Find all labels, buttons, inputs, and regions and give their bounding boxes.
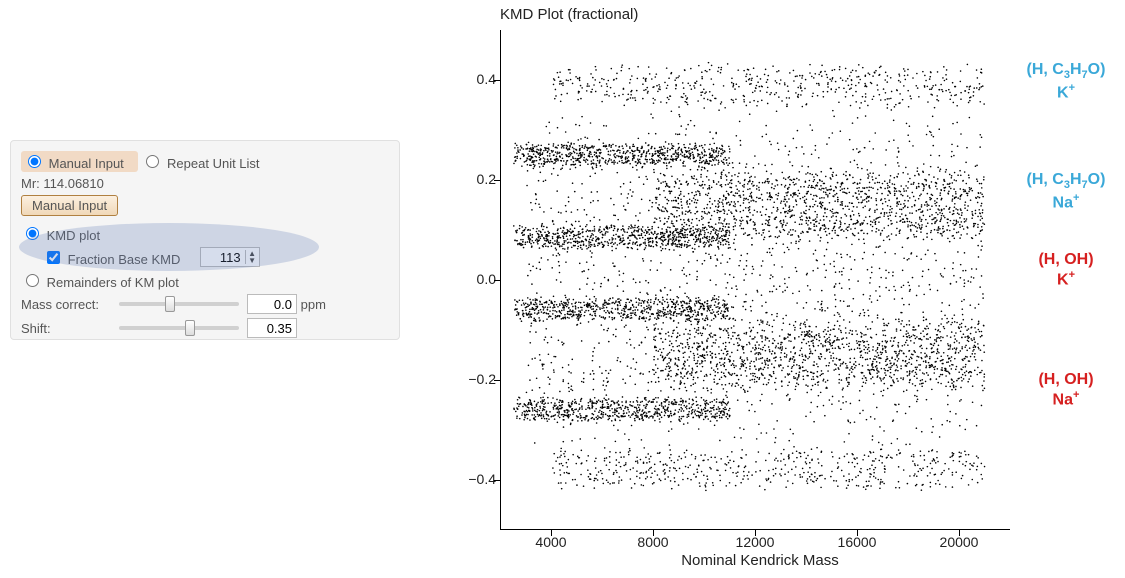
manual-input-highlight: Manual Input bbox=[21, 151, 138, 172]
shift-label: Shift: bbox=[21, 321, 111, 336]
input-mode-row: Manual Input Repeat Unit List bbox=[21, 151, 389, 172]
kmd-plot-row: KMD plot bbox=[21, 224, 389, 243]
kmd-plot-radio-text: KMD plot bbox=[47, 228, 100, 243]
spinner-down-icon[interactable]: ▼ bbox=[246, 257, 259, 264]
x-tick-mark bbox=[857, 530, 858, 536]
fraction-base-text: Fraction Base KMD bbox=[68, 252, 181, 267]
mass-correct-slider[interactable] bbox=[119, 302, 239, 306]
mass-correct-thumb[interactable] bbox=[165, 296, 175, 312]
kmd-plot-radio-label[interactable]: KMD plot bbox=[21, 224, 100, 243]
scatter-plot bbox=[501, 30, 1010, 529]
manual-input-btn-row: Manual Input bbox=[21, 195, 389, 216]
x-tick-mark bbox=[653, 530, 654, 536]
y-tick-mark bbox=[494, 280, 500, 281]
fraction-base-checkbox[interactable] bbox=[47, 251, 60, 264]
x-tick-mark bbox=[551, 530, 552, 536]
remainders-radio-label[interactable]: Remainders of KM plot bbox=[21, 271, 179, 290]
shift-row: Shift: bbox=[21, 318, 389, 338]
spinner-arrows[interactable]: ▲ ▼ bbox=[245, 250, 259, 264]
x-tick-label: 16000 bbox=[832, 534, 882, 550]
shift-thumb[interactable] bbox=[185, 320, 195, 336]
mass-correct-input[interactable] bbox=[247, 294, 297, 314]
remainders-row: Remainders of KM plot bbox=[21, 271, 389, 290]
remainders-radio-text: Remainders of KM plot bbox=[47, 275, 179, 290]
x-tick-mark bbox=[959, 530, 960, 536]
y-tick-mark bbox=[494, 180, 500, 181]
mass-correct-label: Mass correct: bbox=[21, 297, 111, 312]
remainders-radio[interactable] bbox=[26, 274, 39, 287]
band-annotation: (H, OH)K+ bbox=[1016, 250, 1116, 290]
mass-correct-row: Mass correct: ppm bbox=[21, 294, 389, 314]
fraction-base-spinner[interactable]: ▲ ▼ bbox=[200, 247, 260, 267]
kmd-plot-radio[interactable] bbox=[26, 227, 39, 240]
repeat-unit-radio-text: Repeat Unit List bbox=[167, 156, 260, 171]
band-annotation: (H, C3H7O)K+ bbox=[1016, 60, 1116, 103]
x-tick-label: 4000 bbox=[526, 534, 576, 550]
x-tick-label: 8000 bbox=[628, 534, 678, 550]
x-tick-label: 20000 bbox=[934, 534, 984, 550]
shift-input[interactable] bbox=[247, 318, 297, 338]
y-tick-mark bbox=[494, 380, 500, 381]
mr-label: Mr: 114.06810 bbox=[21, 176, 104, 191]
kmd-chart: KMD Plot (fractional) −0.4−0.20.00.20.4 … bbox=[420, 0, 1110, 578]
y-tick-label: 0.2 bbox=[456, 171, 496, 187]
x-axis-label: Nominal Kendrick Mass bbox=[500, 552, 1020, 569]
fraction-base-check-label[interactable]: Fraction Base KMD bbox=[43, 248, 180, 267]
mass-correct-unit: ppm bbox=[301, 297, 326, 312]
manual-input-button[interactable]: Manual Input bbox=[21, 195, 118, 216]
band-annotation: (H, OH)Na+ bbox=[1016, 370, 1116, 410]
repeat-unit-radio[interactable] bbox=[146, 155, 159, 168]
shift-slider[interactable] bbox=[119, 326, 239, 330]
manual-input-radio-label[interactable]: Manual Input bbox=[23, 156, 124, 171]
manual-input-radio[interactable] bbox=[28, 155, 41, 168]
plot-area bbox=[500, 30, 1010, 530]
y-tick-label: 0.0 bbox=[456, 271, 496, 287]
fraction-base-row: Fraction Base KMD ▲ ▼ bbox=[21, 247, 389, 267]
y-tick-label: −0.4 bbox=[456, 471, 496, 487]
x-tick-label: 12000 bbox=[730, 534, 780, 550]
manual-input-radio-text: Manual Input bbox=[49, 156, 124, 171]
fraction-base-input[interactable] bbox=[201, 250, 245, 265]
y-tick-mark bbox=[494, 480, 500, 481]
control-panel: Manual Input Repeat Unit List Mr: 114.06… bbox=[10, 140, 400, 340]
mr-row: Mr: 114.06810 bbox=[21, 176, 389, 191]
y-tick-mark bbox=[494, 80, 500, 81]
band-annotation: (H, C3H7O)Na+ bbox=[1016, 170, 1116, 213]
y-tick-label: 0.4 bbox=[456, 71, 496, 87]
chart-title: KMD Plot (fractional) bbox=[500, 6, 638, 23]
x-tick-mark bbox=[755, 530, 756, 536]
y-tick-label: −0.2 bbox=[456, 371, 496, 387]
repeat-unit-radio-label[interactable]: Repeat Unit List bbox=[141, 152, 259, 171]
